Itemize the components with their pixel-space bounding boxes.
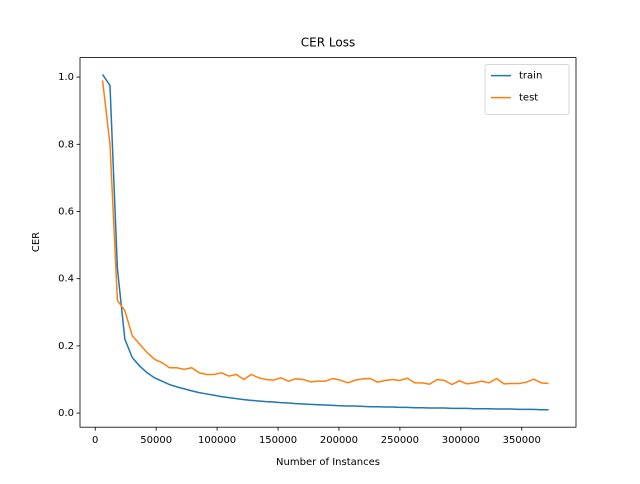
x-axis-label: Number of Instances [276, 457, 380, 468]
y-tick-label: 0.8 [58, 139, 74, 150]
y-tick-label: 0.4 [58, 274, 74, 285]
x-tick-label: 150000 [259, 435, 297, 446]
x-tick-label: 100000 [198, 435, 236, 446]
y-tick-label: 0.2 [58, 341, 74, 352]
x-tick-label: 250000 [381, 435, 419, 446]
plot-frame [79, 57, 577, 428]
x-tick-label: 0 [92, 435, 98, 446]
y-tick-label: 0.0 [58, 408, 74, 419]
y-tick-label: 1.0 [58, 72, 74, 83]
x-tick-label: 200000 [320, 435, 358, 446]
line-series [101, 80, 549, 386]
legend-box [484, 64, 570, 115]
legend-label: train [519, 71, 542, 82]
x-tick-label: 50000 [140, 435, 172, 446]
line-series [101, 73, 549, 411]
legend-label: test [519, 93, 538, 104]
y-tick-label: 0.6 [58, 206, 74, 217]
chart-title: CER Loss [301, 36, 355, 50]
y-axis-label: CER [31, 232, 42, 252]
x-tick-label: 350000 [503, 435, 541, 446]
x-tick-label: 300000 [442, 435, 480, 446]
